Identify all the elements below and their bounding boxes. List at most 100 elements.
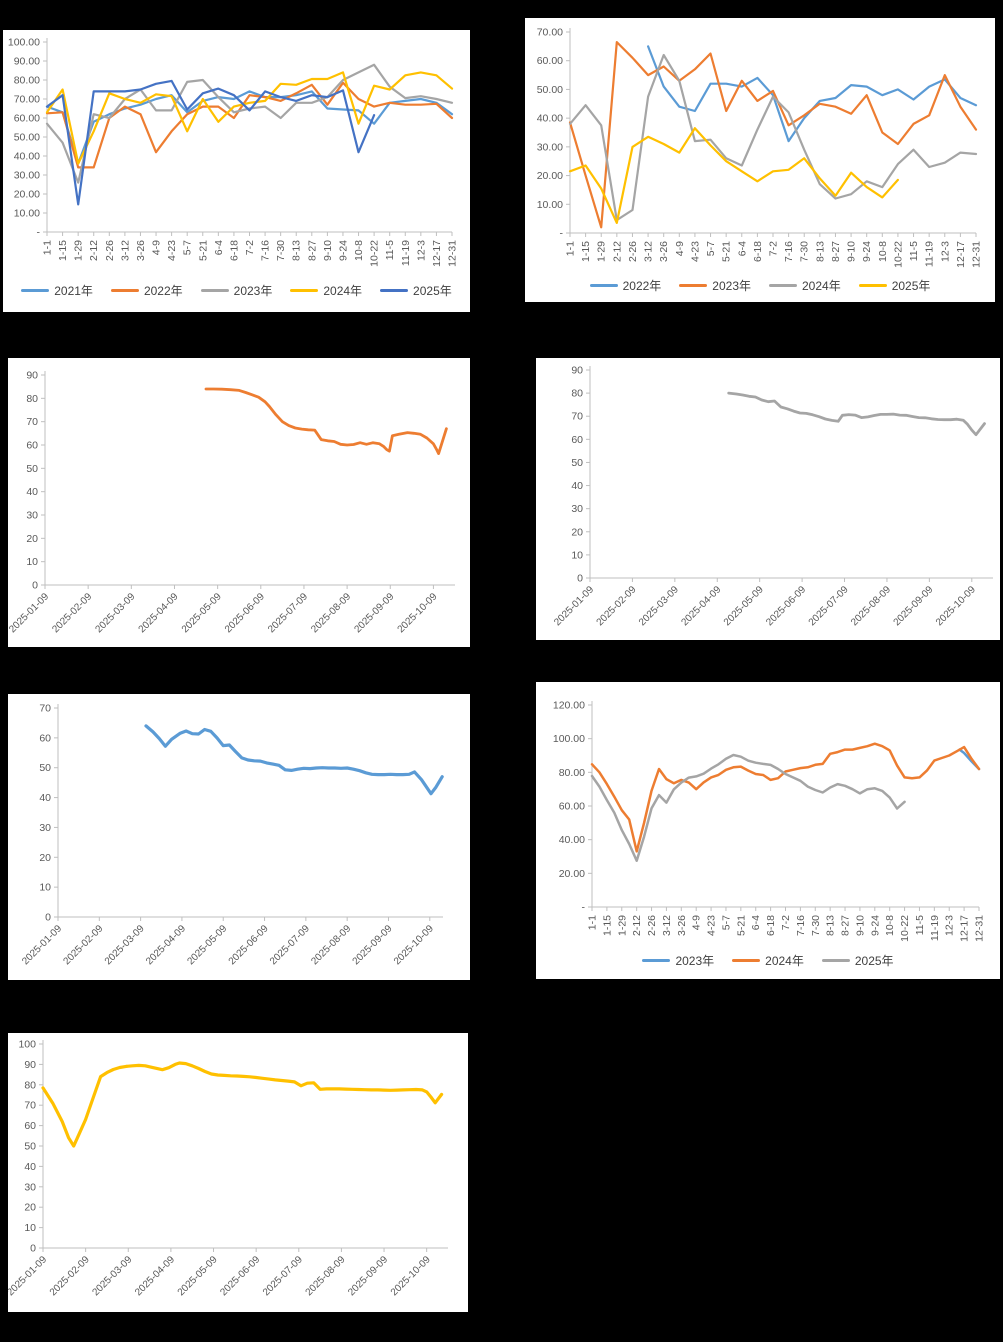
- x-axis-label: 10-8: [877, 241, 889, 262]
- x-axis-label: 2025-10-09: [389, 1254, 433, 1298]
- series-2022年: [647, 45, 978, 143]
- legend-item-2022年: 2022年: [589, 277, 662, 294]
- legend-line-swatch: [380, 289, 409, 292]
- y-axis-label: 80: [571, 388, 583, 400]
- series-2025年: [45, 79, 376, 206]
- y-axis-label: 40: [571, 480, 583, 492]
- x-axis-label: 2025-08-09: [849, 584, 893, 628]
- y-axis-label: 30: [26, 510, 38, 522]
- y-axis-label: 10: [24, 1222, 36, 1234]
- x-axis-label: 1-15: [601, 915, 613, 936]
- x-axis-label: 7-30: [275, 240, 287, 261]
- chart-card-top-left-5year-biweekly: 100.00 90.00 80.00 70.00 60.00 50.00 40.00 30.0…: [3, 30, 470, 312]
- y-axis-label: 50: [24, 1141, 36, 1153]
- y-axis-label: 80.00: [559, 767, 585, 779]
- y-axis-label: 40.00: [14, 151, 40, 163]
- x-axis-label: 5-7: [720, 915, 732, 930]
- x-axis-label: 2025-09-09: [346, 1254, 390, 1298]
- x-axis-label: 1-29: [616, 915, 628, 936]
- x-axis-label: 4-23: [706, 915, 718, 936]
- y-axis-label: 10: [26, 556, 38, 568]
- y-axis-label: 70: [571, 411, 583, 423]
- x-axis-label: 10-8: [353, 240, 365, 261]
- series-2024年: [590, 742, 981, 853]
- x-axis-label: 11-5: [914, 915, 926, 935]
- y-axis-label: 10: [571, 549, 583, 561]
- x-axis-label: 2025-07-09: [268, 923, 312, 967]
- chart-card-row3-left-blue-single: 70 60 50 40 30 20 10 0 2025-01-09 2025-02-09 2025-…: [8, 694, 470, 980]
- x-axis-label: 2-12: [631, 915, 643, 936]
- legend-line-swatch: [732, 959, 761, 962]
- legend-label: 2022年: [622, 279, 662, 293]
- legend-label: 2024年: [323, 284, 363, 298]
- x-axis-label: 6-18: [752, 241, 764, 262]
- y-axis-label: 30.00: [537, 141, 563, 153]
- y-axis-label: 10: [39, 882, 51, 894]
- legend-item-2022年: 2022年: [110, 282, 183, 299]
- series-2024年: [568, 53, 978, 222]
- x-axis-label: 2025-04-09: [137, 591, 181, 635]
- x-axis-label: 2025-08-09: [304, 1254, 348, 1298]
- x-axis-label: 2025-03-09: [93, 591, 137, 635]
- legend-item-2024年: 2024年: [290, 282, 362, 299]
- legend-label: 2025年: [413, 284, 452, 298]
- legend-label: 2024年: [802, 279, 841, 293]
- x-axis-label: 9-10: [846, 241, 858, 262]
- x-axis-label: 2025-04-09: [144, 923, 188, 967]
- y-axis-label: 90: [571, 365, 583, 377]
- legend-line-swatch: [858, 284, 887, 287]
- x-axis-label: 2025-07-09: [261, 1254, 305, 1298]
- x-axis-label: 7-16: [783, 241, 795, 262]
- y-axis-label: 70.00: [14, 94, 40, 106]
- x-axis-label: 2025-05-09: [180, 591, 224, 635]
- y-axis-label: -: [560, 228, 564, 240]
- x-axis-label: 2025-02-09: [48, 1254, 92, 1298]
- y-axis-label: 0: [32, 580, 38, 592]
- x-axis-label: 1-15: [57, 240, 69, 261]
- x-axis-label: 2025-05-09: [185, 923, 229, 967]
- y-axis-label: 60: [571, 434, 583, 446]
- x-axis-label: 12-3: [939, 241, 951, 262]
- x-axis-label: 2025-03-09: [637, 584, 681, 628]
- series-2024年: [45, 71, 454, 165]
- x-axis-label: 7-30: [810, 915, 822, 936]
- x-axis-label: 2-26: [627, 241, 639, 262]
- y-axis-label: 80: [24, 1079, 36, 1091]
- legend-item-2024年: 2024年: [732, 952, 804, 969]
- legend-line-swatch: [589, 284, 618, 287]
- y-axis-label: 30: [24, 1181, 36, 1193]
- legend-line-swatch: [769, 284, 797, 287]
- multi-5series-biweekly-legend: 2021年 2022年 2023年 2024年 2025年: [3, 282, 470, 299]
- legend-line-swatch: [821, 959, 850, 962]
- x-axis-label: 2025-04-09: [133, 1254, 177, 1298]
- x-axis-label: 9-24: [337, 240, 349, 261]
- legend-item-2025年: 2025年: [380, 282, 452, 299]
- legend-item-2021年: 2021年: [21, 282, 93, 299]
- x-axis-label: 2025-06-09: [218, 1254, 262, 1298]
- x-axis-label: 2025-06-09: [227, 923, 271, 967]
- y-axis-label: 40: [26, 486, 38, 498]
- y-axis-label: 60.00: [559, 801, 585, 813]
- y-axis-label: 60.00: [14, 113, 40, 125]
- x-axis-label: 2025-04-09: [679, 584, 723, 628]
- x-axis-label: 8-27: [830, 241, 842, 262]
- legend-label: 2025年: [891, 279, 931, 293]
- y-axis-label: 20: [39, 852, 51, 864]
- x-axis-label: 10-22: [892, 241, 904, 268]
- y-axis-label: 70: [39, 703, 51, 715]
- series-2025: [41, 1061, 444, 1148]
- x-axis-label: 9-24: [869, 915, 881, 936]
- x-axis-label: 7-2: [768, 241, 780, 256]
- legend-label: 2023年: [675, 954, 715, 968]
- x-axis-label: 2025-10-09: [392, 923, 436, 967]
- x-axis-label: 12-31: [974, 915, 986, 942]
- y-axis-label: 60: [26, 440, 38, 452]
- legend-item-2024年: 2024年: [769, 277, 841, 294]
- x-axis-label: 2025-09-09: [352, 591, 396, 635]
- y-axis-label: 40: [39, 792, 51, 804]
- legend-label: 2025年: [854, 954, 894, 968]
- legend-item-2025年: 2025年: [858, 277, 931, 294]
- x-axis-label: 5-21: [197, 240, 209, 261]
